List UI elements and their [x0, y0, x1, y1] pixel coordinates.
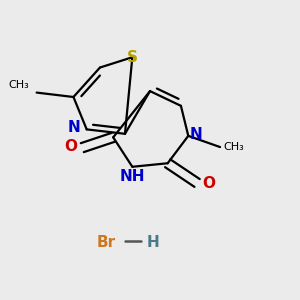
- Text: S: S: [127, 50, 138, 65]
- Text: O: O: [202, 176, 215, 191]
- Text: O: O: [64, 139, 77, 154]
- Text: NH: NH: [120, 169, 145, 184]
- Text: H: H: [147, 235, 160, 250]
- Text: CH₃: CH₃: [8, 80, 29, 90]
- Text: CH₃: CH₃: [223, 142, 244, 152]
- Text: Br: Br: [97, 235, 116, 250]
- Text: N: N: [68, 120, 80, 135]
- Text: N: N: [190, 127, 203, 142]
